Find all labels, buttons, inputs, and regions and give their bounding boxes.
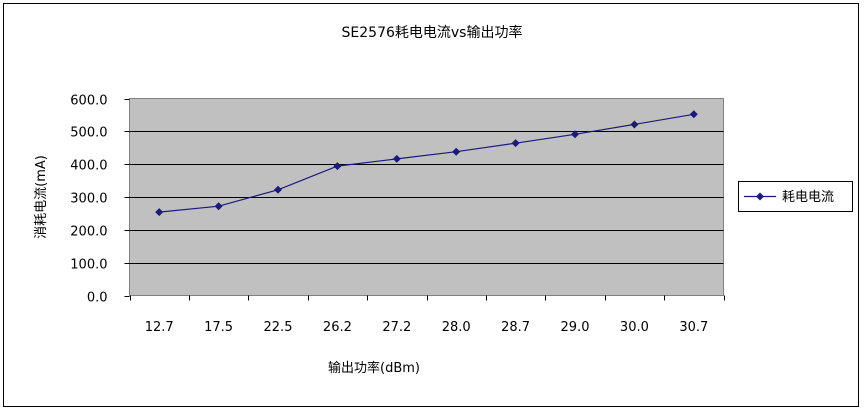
data-point-diamond-icon <box>392 154 401 163</box>
x-tick-label: 30.7 <box>679 320 708 335</box>
y-tick-label: 500.0 <box>70 126 107 141</box>
y-tick-label: 0.0 <box>87 291 108 306</box>
y-tick-labels: 0.0 100.0 200.0 300.0 400.0 500.0 600.0 <box>70 94 107 306</box>
data-point-diamond-icon <box>689 110 698 119</box>
data-point-diamond-icon <box>333 162 342 171</box>
y-tick-label: 400.0 <box>70 159 107 174</box>
legend-label: 耗电电流 <box>782 190 834 205</box>
x-tick-label: 29.0 <box>561 320 590 335</box>
series-line <box>159 113 694 213</box>
data-point-diamond-icon <box>630 120 639 129</box>
data-point-diamond-icon <box>155 208 164 217</box>
y-tick-label: 200.0 <box>70 225 107 240</box>
legend: 耗电电流 <box>738 181 853 212</box>
grid-lines <box>124 99 724 297</box>
x-tick-label: 22.5 <box>264 320 293 335</box>
y-axis-label: 消耗电流(mA) <box>34 155 49 239</box>
x-tick-label: 30.0 <box>620 320 649 335</box>
data-point-diamond-icon <box>214 202 223 211</box>
y-tick-label: 100.0 <box>70 258 107 273</box>
y-tick-label: 300.0 <box>70 192 107 207</box>
x-axis-label: 输出功率(dBm) <box>328 360 420 376</box>
y-tick-label: 600.0 <box>70 94 107 109</box>
data-point-diamond-icon <box>274 185 282 194</box>
data-point-diamond-icon <box>571 130 579 139</box>
x-tick-label: 26.2 <box>323 320 352 335</box>
x-tick-label: 12.7 <box>145 320 174 335</box>
x-tick-label: 17.5 <box>204 320 233 335</box>
legend-diamond-icon <box>756 192 764 201</box>
x-tick-label: 28.0 <box>442 320 471 335</box>
series-layer <box>155 110 698 217</box>
data-point-diamond-icon <box>511 139 520 148</box>
x-tick-labels: 12.7 17.5 22.5 26.2 27.2 28.0 28.7 29.0 30.0 30.7 <box>130 295 725 335</box>
x-tick-label: 28.7 <box>501 320 530 335</box>
x-tick-label: 27.2 <box>382 320 411 335</box>
data-point-diamond-icon <box>452 147 461 156</box>
chart-title: SE2576耗电电流vs输出功率 <box>342 24 523 41</box>
